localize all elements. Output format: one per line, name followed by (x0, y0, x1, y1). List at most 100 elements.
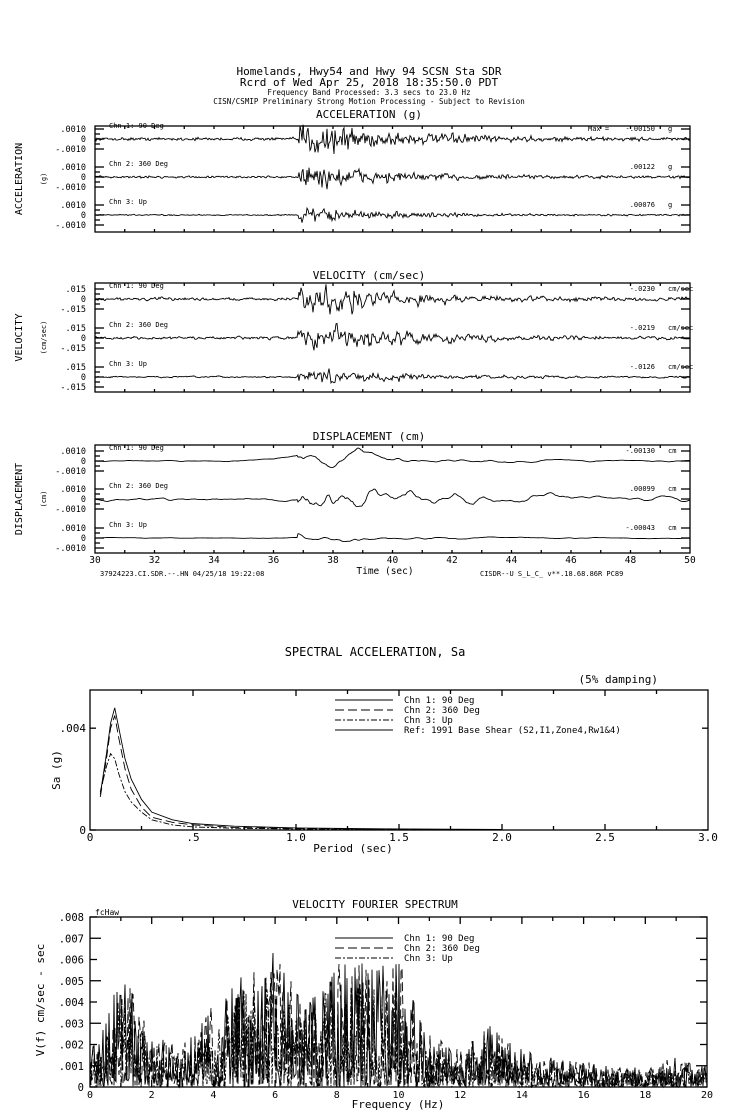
y-tick-label: -.0010 (55, 221, 86, 231)
legend-entry: Chn 2: 360 Deg (404, 944, 480, 954)
x-tick-label: 1.5 (389, 831, 409, 844)
x-tick-label: 38 (327, 555, 339, 566)
x-tick-label: 32 (149, 555, 160, 566)
header-processing: CISN/CSMIP Preliminary Strong Motion Pro… (213, 97, 525, 106)
y-tick-label: .002 (59, 1040, 84, 1052)
corner-label: fcHaw (95, 908, 119, 917)
y-tick-label: 0 (81, 135, 86, 145)
y-tick-label: -.015 (60, 383, 86, 393)
y-tick-label: .015 (66, 363, 86, 373)
x-tick-label: 40 (387, 555, 399, 566)
y-tick-label: 0 (81, 295, 86, 305)
waveform-trace (94, 124, 691, 155)
header-station: Homelands, Hwy54 and Hwy 94 SCSN Sta SDR (237, 65, 502, 78)
spectral-acceleration-chart: SPECTRAL ACCELERATION, Sa 0 .5 1.0 1.5 2.0 2.5… (50, 645, 718, 855)
y-axis-unit: (cm) (40, 491, 48, 508)
x-tick-label: .5 (186, 831, 199, 844)
max-unit: cm/sec (668, 285, 693, 293)
x-tick-label: 12 (454, 1090, 466, 1101)
x-tick-label: 50 (684, 555, 696, 566)
y-tick-label: .0010 (60, 163, 86, 173)
y-axis-unit: (g) (40, 173, 48, 186)
x-tick-label: 30 (89, 555, 101, 566)
x-tick-label: 20 (701, 1090, 713, 1101)
panel-acceleration: ACCELERATION (g)ACCELERATION (g).00100-.0… (14, 108, 691, 233)
y-axis-label: ACCELERATION (14, 143, 25, 215)
y-tick-label: .007 (59, 933, 84, 945)
max-unit: cm (668, 524, 676, 532)
legend-entry: Chn 2: 360 Deg (404, 706, 480, 716)
x-tick-label: 6 (272, 1090, 278, 1101)
max-unit: cm (668, 485, 676, 493)
channel-label: Chn 1: 90 Deg (109, 122, 164, 130)
max-unit: g (668, 163, 672, 171)
max-value: -.00043 (625, 524, 655, 532)
y-axis-label: VELOCITY (14, 313, 25, 361)
y-tick-label: .0010 (60, 524, 86, 534)
x-axis-label: Period (sec) (313, 842, 392, 855)
channel-label: Chn 1: 90 Deg (109, 282, 164, 290)
y-tick-label: 0 (79, 824, 86, 837)
panel-displacement: DISPLACEMENT (cm)DISPLACEMENT (cm).00100-… (14, 430, 696, 578)
max-unit: cm/sec (668, 324, 693, 332)
max-unit: cm/sec (668, 363, 693, 371)
x-tick-label: 14 (516, 1090, 528, 1101)
legend-entry: Chn 1: 90 Deg (404, 934, 474, 944)
time-series-panels: ACCELERATION (g)ACCELERATION (g).00100-.0… (14, 108, 696, 578)
waveform-trace (94, 206, 691, 223)
x-tick-label: 44 (506, 555, 518, 566)
x-tick-label: 42 (446, 555, 457, 566)
x-tick-label: 2.5 (595, 831, 615, 844)
y-tick-label: -.015 (60, 344, 86, 354)
max-value: .00076 (630, 201, 655, 209)
fourier-spectrum-chart: VELOCITY FOURIER SPECTRUM fcHaw 0 2 4 6 8 10 12 1… (34, 898, 713, 1111)
chart-title: SPECTRAL ACCELERATION, Sa (285, 645, 466, 659)
max-value: -.00130 (625, 447, 655, 455)
y-tick-label: -.015 (60, 305, 86, 315)
y-tick-label: .0010 (60, 485, 86, 495)
waveform-trace (94, 284, 691, 315)
max-unit: cm (668, 447, 676, 455)
y-tick-label: -.0010 (55, 145, 86, 155)
y-tick-label: 0 (81, 457, 86, 467)
y-tick-label: .003 (59, 1018, 84, 1030)
legend-entry: Ref: 1991 Base Shear (S2,I1,Zone4,Rw1&4) (404, 726, 621, 736)
y-axis-label: DISPLACEMENT (14, 463, 25, 535)
legend-entry: Chn 3: Up (404, 954, 453, 964)
sa-series-line (99, 707, 503, 830)
y-tick-label: 0 (81, 373, 86, 383)
plot-frame (89, 689, 709, 831)
x-tick-label: 16 (578, 1090, 590, 1101)
y-tick-label: 0 (81, 211, 86, 221)
y-tick-label: 0 (81, 495, 86, 505)
channel-label: Chn 2: 360 Deg (109, 482, 168, 490)
channel-label: Chn 3: Up (109, 521, 147, 529)
panel-title: DISPLACEMENT (cm) (313, 430, 426, 443)
y-tick-label: .0010 (60, 201, 86, 211)
y-tick-label: -.0010 (55, 505, 86, 515)
waveform-trace (94, 167, 691, 190)
max-value: -.0126 (630, 363, 655, 371)
y-tick-label: 0 (81, 334, 86, 344)
x-tick-label: 0 (87, 831, 94, 844)
footer-right: CISDR--U S_L_C_ v**.18.68.86R PC89 (480, 570, 623, 578)
channel-label: Chn 1: 90 Deg (109, 444, 164, 452)
x-tick-label: 1.0 (286, 831, 306, 844)
max-label: Max = (588, 125, 609, 133)
max-value: -.00150 (625, 125, 655, 133)
y-tick-label: .001 (59, 1061, 84, 1073)
y-tick-label: -.0010 (55, 183, 86, 193)
damping-annotation: (5% damping) (579, 673, 658, 686)
chart-title: VELOCITY FOURIER SPECTRUM (292, 898, 458, 911)
fourier-series-line (89, 983, 708, 1089)
y-tick-label: -.0010 (55, 467, 86, 477)
x-axis-label: Frequency (Hz) (352, 1098, 445, 1111)
max-unit: g (668, 201, 672, 209)
waveform-trace (95, 533, 690, 542)
channel-label: Chn 2: 360 Deg (109, 160, 168, 168)
x-tick-label: 46 (565, 555, 577, 566)
y-tick-label: .005 (59, 976, 84, 988)
legend-entry: Chn 3: Up (404, 716, 453, 726)
y-axis-unit: (cm/sec) (40, 321, 48, 355)
